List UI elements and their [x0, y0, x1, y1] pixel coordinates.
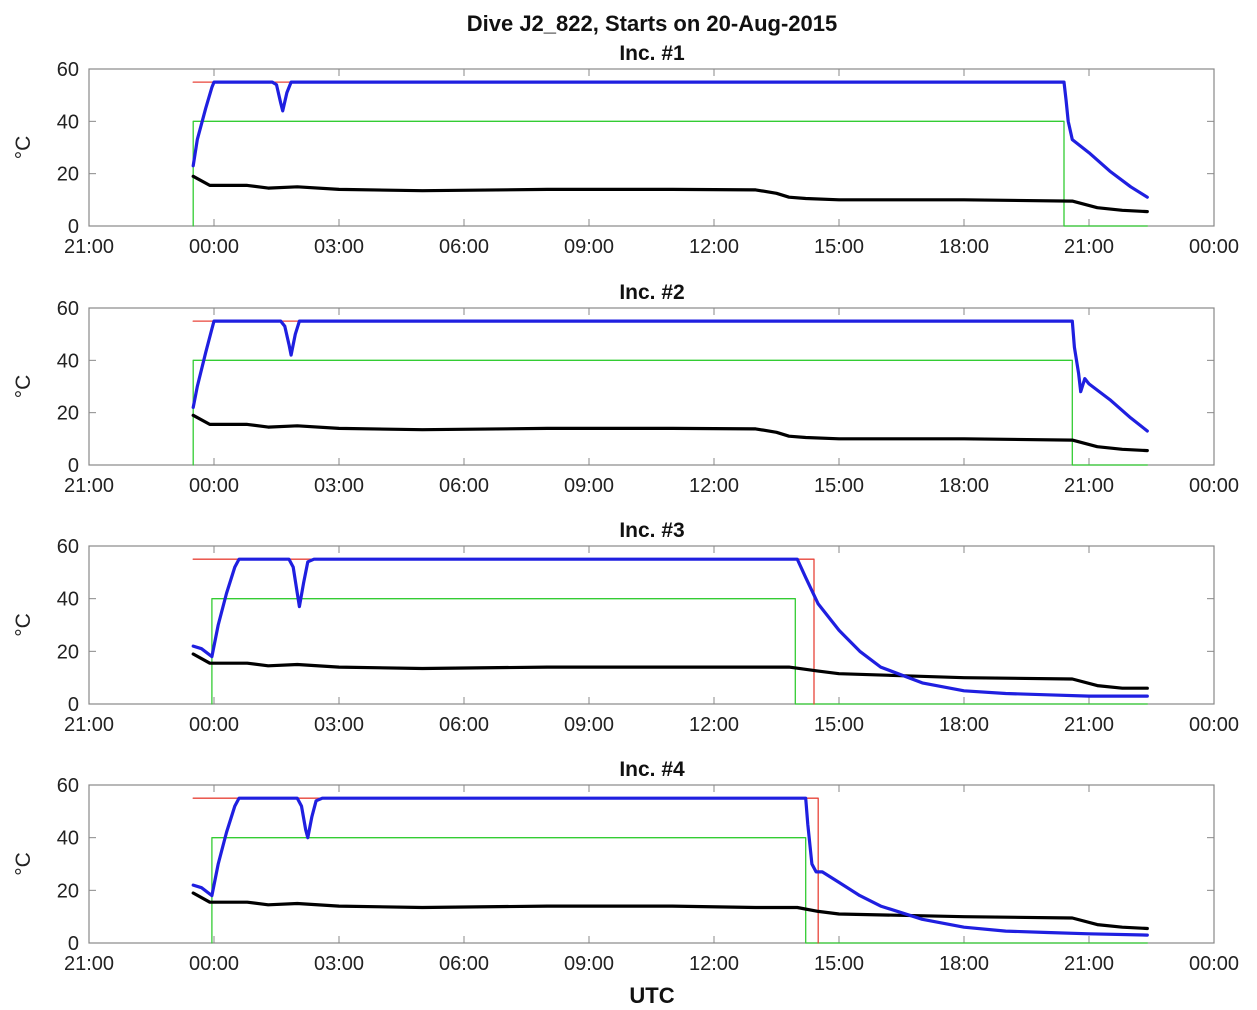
- x-tick-label: 00:00: [1189, 475, 1239, 497]
- black-series-line: [191, 413, 1149, 453]
- x-tick-label: 21:00: [1064, 953, 1114, 975]
- x-tick-label: 06:00: [439, 236, 489, 258]
- axes-box: [88, 784, 1215, 944]
- x-tick-label: 21:00: [1064, 475, 1114, 497]
- blue-series-line: [191, 557, 1149, 698]
- x-tick-label: 15:00: [814, 714, 864, 736]
- y-tick-label: 0: [68, 455, 79, 477]
- y-tick-label: 20: [57, 880, 79, 902]
- x-tick-label: 00:00: [1189, 236, 1239, 258]
- x-tick-label: 09:00: [564, 953, 614, 975]
- y-tick-label: 20: [57, 164, 79, 186]
- y-tick-label: 40: [57, 350, 79, 372]
- x-tick-label: 15:00: [814, 475, 864, 497]
- x-axis-label: UTC: [629, 983, 674, 1008]
- x-tick-label: 12:00: [689, 714, 739, 736]
- x-tick-label: 09:00: [564, 236, 614, 258]
- y-tick-label: 0: [68, 933, 79, 955]
- x-tick-label: 03:00: [314, 236, 364, 258]
- y-tick-label: 60: [57, 775, 79, 797]
- x-tick-label: 21:00: [64, 236, 114, 258]
- panel-title: Inc. #1: [619, 42, 685, 65]
- panel-4: Inc. #4 0 20 40 60 21:00 00:00 03:00 06:00 09:00 1…: [12, 758, 1239, 975]
- x-tick-label: 03:00: [314, 475, 364, 497]
- y-tick-label: 40: [57, 589, 79, 611]
- green-series-line: [192, 359, 1148, 466]
- x-tick-label: 00:00: [189, 953, 239, 975]
- panel-title: Inc. #4: [619, 758, 685, 781]
- black-series-line: [191, 174, 1149, 214]
- x-tick-label: 15:00: [814, 236, 864, 258]
- x-tick-label: 00:00: [189, 714, 239, 736]
- x-tick-label: 21:00: [64, 714, 114, 736]
- panel-1: Inc. #1 0 20 40 60 21:00 00:00 03:00 06:00 09:00 1…: [12, 42, 1239, 258]
- y-tick-label: 20: [57, 641, 79, 663]
- y-axis-label: °C: [12, 613, 35, 637]
- x-tick-label: 21:00: [1064, 236, 1114, 258]
- y-tick-label: 0: [68, 216, 79, 238]
- blue-series-line: [191, 796, 1149, 937]
- x-tick-label: 00:00: [189, 236, 239, 258]
- x-tick-label: 15:00: [814, 953, 864, 975]
- y-tick-label: 60: [57, 59, 79, 81]
- panel-3: Inc. #3 0 20 40 60 21:00 00:00 03:00 06:00 09:00 1…: [12, 519, 1239, 736]
- x-tick-label: 12:00: [689, 236, 739, 258]
- x-tick-label: 18:00: [939, 714, 989, 736]
- x-tick-label: 09:00: [564, 714, 614, 736]
- y-axis-label: °C: [12, 136, 35, 160]
- black-series-line: [191, 652, 1149, 690]
- y-tick-label: 60: [57, 536, 79, 558]
- x-tick-label: 06:00: [439, 714, 489, 736]
- x-tick-label: 18:00: [939, 475, 989, 497]
- red-series-line: [192, 558, 815, 705]
- black-series-line: [191, 891, 1149, 931]
- x-tick-label: 12:00: [689, 475, 739, 497]
- y-tick-label: 40: [57, 828, 79, 850]
- blue-series-line: [191, 319, 1149, 433]
- green-series-line: [211, 598, 1148, 705]
- axes-box: [88, 307, 1215, 466]
- x-tick-label: 18:00: [939, 236, 989, 258]
- green-series-line: [211, 837, 1148, 944]
- x-tick-label: 21:00: [64, 953, 114, 975]
- x-tick-label: 06:00: [439, 953, 489, 975]
- x-tick-label: 03:00: [314, 714, 364, 736]
- red-series-line: [192, 797, 819, 944]
- x-tick-label: 18:00: [939, 953, 989, 975]
- x-tick-label: 21:00: [64, 475, 114, 497]
- figure-title: Dive J2_822, Starts on 20-Aug-2015: [467, 11, 838, 36]
- y-tick-label: 40: [57, 111, 79, 133]
- panel-title: Inc. #2: [619, 281, 684, 304]
- x-tick-label: 00:00: [1189, 714, 1239, 736]
- x-tick-label: 12:00: [689, 953, 739, 975]
- panel-2: Inc. #2 0 20 40 60 21:00 00:00 03:00 06:00 09:00 1…: [12, 281, 1239, 497]
- axes-box: [88, 68, 1215, 227]
- x-tick-label: 21:00: [1064, 714, 1114, 736]
- x-tick-label: 09:00: [564, 475, 614, 497]
- axes-box: [88, 545, 1215, 705]
- x-tick-label: 06:00: [439, 475, 489, 497]
- blue-series-line: [191, 80, 1149, 199]
- y-axis-label: °C: [12, 852, 35, 876]
- panel-title: Inc. #3: [619, 519, 684, 542]
- y-tick-label: 0: [68, 694, 79, 716]
- green-series-line: [192, 120, 1148, 227]
- y-tick-label: 60: [57, 298, 79, 320]
- x-tick-label: 00:00: [189, 475, 239, 497]
- x-tick-label: 03:00: [314, 953, 364, 975]
- x-tick-label: 00:00: [1189, 953, 1239, 975]
- y-tick-label: 20: [57, 403, 79, 425]
- y-axis-label: °C: [12, 375, 35, 399]
